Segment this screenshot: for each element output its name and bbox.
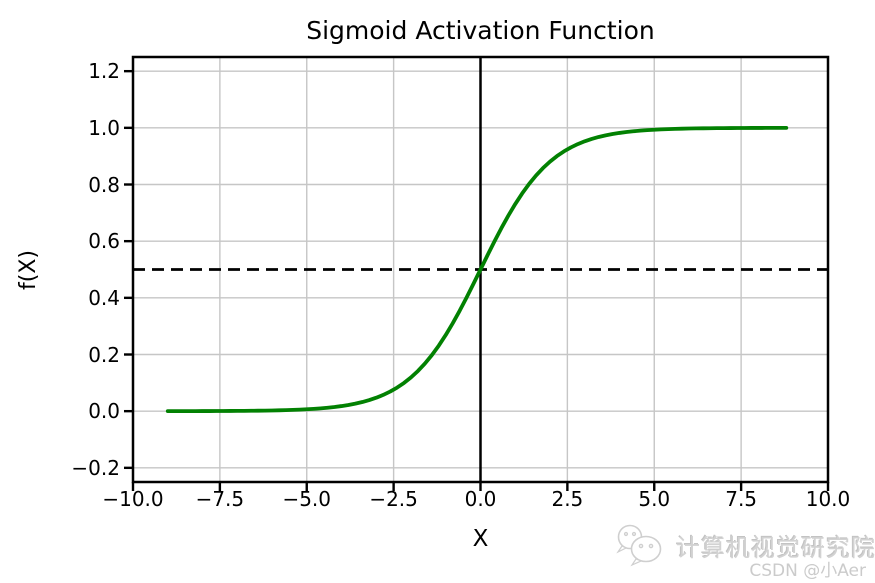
x-tick-label: 0.0: [464, 487, 497, 511]
x-tick-label: 5.0: [638, 487, 671, 511]
watermark-credit: CSDN @小Aer: [749, 561, 866, 581]
x-tick-label: −5.0: [282, 487, 332, 511]
sigmoid-curve: [165, 125, 789, 414]
y-tick-label: −0.2: [71, 455, 120, 480]
x-tick-label: −2.5: [369, 487, 418, 511]
x-tick-label: −7.5: [195, 487, 245, 511]
wechat-bubbles-icon: [616, 524, 662, 567]
watermark-text: 计算机视觉研究院: [676, 533, 875, 562]
x-tick-label: 7.5: [725, 487, 758, 511]
y-tick-label: 1.2: [88, 59, 120, 84]
watermark: 计算机视觉研究院: [608, 522, 875, 568]
y-tick-label: 0.8: [88, 172, 120, 197]
y-tick-label: 0.6: [88, 229, 120, 254]
y-tick-label: 1.0: [88, 115, 120, 140]
y-tick-label: 0.0: [88, 399, 120, 424]
x-tick-label: 2.5: [551, 487, 584, 511]
x-tick-label: 10.0: [805, 487, 851, 511]
y-tick-label: 0.2: [88, 342, 120, 367]
x-tick-label: −10.0: [102, 487, 164, 511]
chart-title: Sigmoid Activation Function: [306, 16, 655, 45]
x-axis-label: X: [472, 526, 489, 552]
y-tick-label: 0.4: [88, 285, 120, 310]
